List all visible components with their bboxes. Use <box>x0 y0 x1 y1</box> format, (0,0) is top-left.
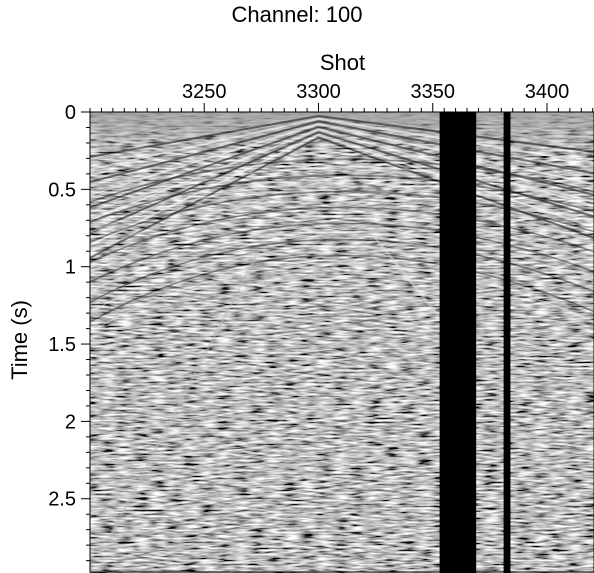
x-tick-label: 3300 <box>296 81 341 103</box>
linear-event <box>90 123 319 196</box>
dead-trace-band <box>439 112 477 573</box>
x-axis-ticks: 3250 3300 3350 3400 <box>89 81 594 112</box>
chart-title: Channel: 100 <box>231 2 363 27</box>
reflection-event <box>90 190 594 243</box>
y-tick-label: 1.5 <box>48 334 76 356</box>
x-tick-label: 3350 <box>411 81 456 103</box>
linear-event <box>90 136 319 259</box>
y-tick-label: 2 <box>65 411 76 433</box>
plot-frame <box>89 111 594 573</box>
reflection-event <box>90 174 594 223</box>
y-tick-label: 0.5 <box>48 179 76 201</box>
y-axis-ticks: 0 0.5 1 1.5 2 2.5 <box>48 102 90 562</box>
dead-trace-band <box>503 112 511 573</box>
linear-event <box>90 125 319 209</box>
reflection-event <box>90 238 594 303</box>
linear-event <box>90 120 319 184</box>
y-tick-label: 1 <box>65 257 76 279</box>
linear-event <box>90 131 319 234</box>
reflection-event <box>90 254 594 323</box>
linear-event <box>108 250 260 539</box>
reflection-event <box>90 246 594 313</box>
reflection-event <box>90 222 594 283</box>
reflection-event <box>90 206 594 263</box>
y-tick-label: 2.5 <box>48 489 76 511</box>
x-tick-label: 3250 <box>182 81 227 103</box>
reflection-event <box>90 158 594 203</box>
reflection-event <box>90 166 594 213</box>
reflection-event <box>90 214 594 273</box>
x-axis-label: Shot <box>319 50 366 75</box>
x-tick-label: 3400 <box>525 81 570 103</box>
linear-event <box>90 117 319 171</box>
linear-event <box>90 133 319 247</box>
reflection-event <box>90 230 594 293</box>
linear-event <box>90 128 319 221</box>
dead-traces <box>439 112 511 573</box>
reflection-event <box>90 198 594 253</box>
linear-event <box>90 115 319 158</box>
reflection-event <box>90 182 594 233</box>
reflection-event <box>90 262 594 333</box>
linear-event <box>372 234 450 330</box>
y-tick-label: 0 <box>65 102 76 124</box>
